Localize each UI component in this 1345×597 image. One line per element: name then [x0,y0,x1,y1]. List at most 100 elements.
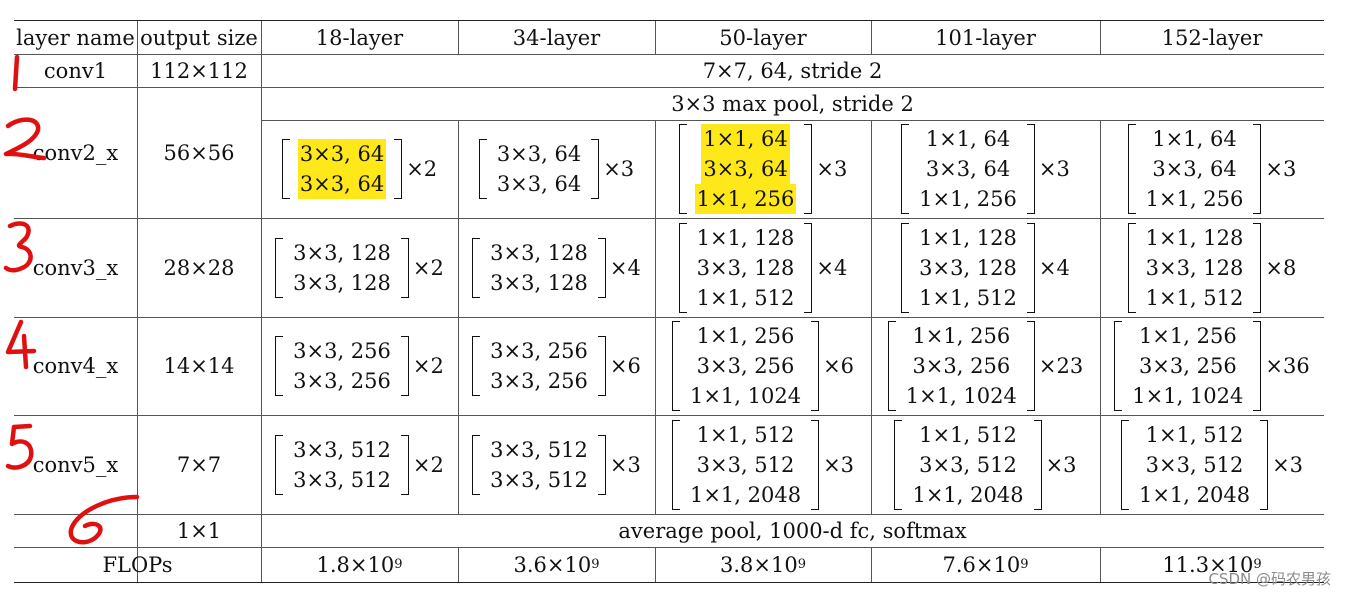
conv1-spec: 7×7, 64, stride 2 [702,58,883,83]
header-101-layer: 101-layer [935,25,1036,50]
bracket-block: 1×1, 256 3×3, 256 1×1, 1024 [671,321,820,411]
bracket-block: 1×1, 64 3×3, 64 1×1, 256 [901,124,1035,214]
block-lines: 1×1, 512 3×3, 512 1×1, 2048 [910,420,1025,510]
bracket-block: 1×1, 256 3×3, 256 1×1, 1024 [1114,321,1262,411]
conv4-50-block: 1×1, 256 3×3, 256 1×1, 1024 ×6 [655,317,871,415]
final-size: 1×1 [176,518,222,543]
left-bracket [1127,222,1136,313]
repeat-multiplier: ×3 [603,157,635,181]
layer-spec-line: 1×1, 256 [696,324,795,348]
layer-spec-line: 3×3, 64 [1152,157,1237,181]
layer-spec-line: 3×3, 64 [496,172,582,196]
bracket-block: 3×3, 128 3×3, 128 [472,237,606,298]
flops-101-mantissa: 7.6×10 [942,552,1021,577]
block-lines: 1×1, 64 3×3, 64 1×1, 256 [1144,124,1246,214]
flops-101-exp: 9 [1020,557,1029,572]
conv2-101-block: 1×1, 64 3×3, 64 1×1, 256 ×3 [871,120,1100,218]
bracket-block: 1×1, 128 3×3, 128 1×1, 512 [901,222,1035,313]
flops-18-exp: 9 [394,557,403,572]
layer-spec-line: 3×3, 64 [297,139,387,169]
header-152-layer: 152-layer [1161,25,1263,50]
layer-spec-line: 3×3, 256 [490,369,588,393]
conv5-name: conv5_x [32,452,119,477]
left-bracket [678,124,687,214]
block-lines: 1×1, 64 3×3, 64 1×1, 256 [917,124,1019,214]
col-divider [1100,21,1101,55]
layer-spec-line: 3×3, 64 [701,154,790,184]
repeat-multiplier: ×6 [609,354,641,378]
block-lines: 3×3, 64 3×3, 64 [297,139,387,199]
col-divider [458,21,459,55]
left-bracket [901,124,910,214]
repeat-multiplier: ×2 [406,157,438,181]
conv3-size: 28×28 [163,255,235,280]
repeat-multiplier: ×36 [1265,354,1310,378]
right-bracket [1253,222,1262,313]
right-bracket [811,321,820,411]
resnet-architecture-table: layer name output size 18-layer 34-layer… [14,20,1324,583]
layer-spec-line: 1×1, 512 [919,422,1017,447]
col-divider [137,21,138,582]
repeat-multiplier: ×23 [1038,354,1084,378]
conv3-50-block: 1×1, 128 3×3, 128 1×1, 512 ×4 [655,218,871,317]
final-spec: average pool, 1000-d fc, softmax [618,518,967,543]
bracket-block: 3×3, 512 3×3, 512 [275,434,409,495]
layer-spec-line: 1×1, 256 [912,324,1011,348]
bracket-block: 3×3, 128 3×3, 128 [275,237,409,298]
conv3-101-block: 1×1, 128 3×3, 128 1×1, 512 ×4 [871,218,1100,317]
conv1-size: 112×112 [150,58,248,83]
bracket-block: 1×1, 512 3×3, 512 1×1, 2048 [1120,419,1269,510]
layer-spec-line: 3×3, 512 [919,452,1017,477]
layer-spec-line: 3×3, 256 [1138,354,1237,378]
watermark: CSDN @码农男孩 [1208,570,1331,588]
right-bracket [1026,222,1035,313]
right-bracket [597,434,606,495]
left-bracket [281,139,290,199]
annotation-strokes [3,54,140,545]
block-lines: 3×3, 128 3×3, 128 [488,238,590,298]
conv4-size: 14×14 [163,354,235,378]
block-lines: 3×3, 512 3×3, 512 [488,435,590,495]
annotation-2 [3,117,47,161]
row-divider [14,54,1324,55]
repeat-multiplier: ×3 [1272,452,1304,477]
bracket-block: 1×1, 64 3×3, 64 1×1, 256 [1127,124,1262,214]
left-bracket [901,222,910,313]
flops-18: 1.8×10 9 [261,547,458,582]
conv2-152-block: 1×1, 64 3×3, 64 1×1, 256 ×3 [1100,120,1324,218]
block-lines: 3×3, 64 3×3, 64 [495,139,583,199]
bracket-block: 1×1, 128 3×3, 128 1×1, 512 [1127,222,1262,313]
conv2-34-block: 3×3, 64 3×3, 64 ×3 [458,120,655,218]
repeat-multiplier: ×2 [412,354,444,378]
flops-18-mantissa: 1.8×10 [316,552,395,577]
repeat-multiplier: ×6 [823,354,855,378]
col-divider [871,547,872,582]
left-bracket [678,222,687,313]
conv4-101-block: 1×1, 256 3×3, 256 1×1, 1024 ×23 [871,317,1100,415]
right-bracket [597,237,606,298]
row-divider [14,415,1324,416]
bracket-block: 1×1, 512 3×3, 512 1×1, 2048 [671,419,820,510]
left-bracket [1127,124,1136,214]
layer-spec-line: 1×1, 512 [1145,422,1244,447]
col-divider [871,21,872,55]
flops-34-exp: 9 [591,557,600,572]
flops-label: FLOPs [102,552,173,577]
conv4-18-block: 3×3, 256 3×3, 256 ×2 [261,317,458,415]
layer-spec-line: 3×3, 512 [1145,452,1244,477]
right-bracket [1026,321,1035,411]
layer-spec-line: 1×1, 1024 [689,384,802,408]
conv3-34-block: 3×3, 128 3×3, 128 ×4 [458,218,655,317]
conv2-50-block: 1×1, 64 3×3, 64 1×1, 256 ×3 [655,120,871,218]
annotation-4 [5,319,37,370]
flops-152: 11.3×10 9 [1100,547,1324,582]
flops-101: 7.6×10 9 [871,547,1100,582]
repeat-multiplier: ×3 [816,157,848,181]
conv5-18-block: 3×3, 512 3×3, 512 ×2 [261,415,458,514]
left-bracket [472,434,481,495]
right-bracket [400,336,409,396]
header-output-size: output size [140,25,258,50]
layer-spec-line: 1×1, 1024 [1132,384,1244,408]
repeat-multiplier: ×2 [412,255,444,280]
